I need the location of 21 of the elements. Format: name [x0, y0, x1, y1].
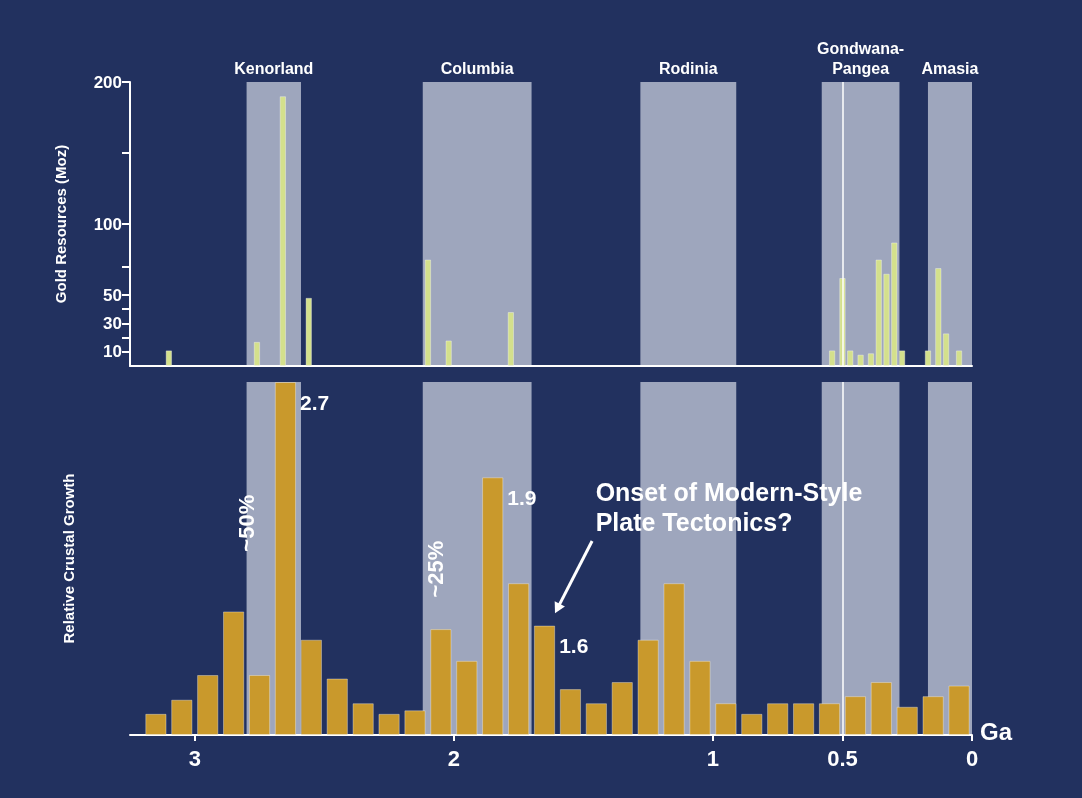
y-tick-label: 10: [103, 342, 122, 362]
annotation: 1.6: [559, 634, 589, 658]
x-axis-title: Ga: [980, 717, 1013, 745]
y-axis-title: Relative Crustal Growth: [59, 473, 77, 644]
x-tick-label: 1: [706, 745, 720, 771]
y-tick-label: 200: [93, 72, 122, 92]
y-tick-label: 100: [93, 214, 122, 234]
band-label: Gondwana-Pangea: [817, 39, 905, 77]
x-tick-label: 0: [965, 745, 979, 771]
x-tick-label: 2: [447, 745, 460, 771]
band-label: Amasia: [921, 59, 979, 77]
y-tick-label: 50: [103, 285, 122, 305]
band-label: Rodinia: [658, 59, 718, 77]
y-tick-label: 30: [103, 313, 122, 333]
annotation: ~25%: [423, 540, 449, 598]
x-tick-label: 0.5: [827, 745, 858, 771]
band-label: Columbia: [440, 59, 514, 77]
y-axis-title: Gold Resources (Moz): [52, 144, 69, 304]
band-label: Kenorland: [234, 59, 314, 77]
annotation: ~50%: [233, 494, 259, 552]
x-tick-label: 3: [188, 745, 201, 771]
